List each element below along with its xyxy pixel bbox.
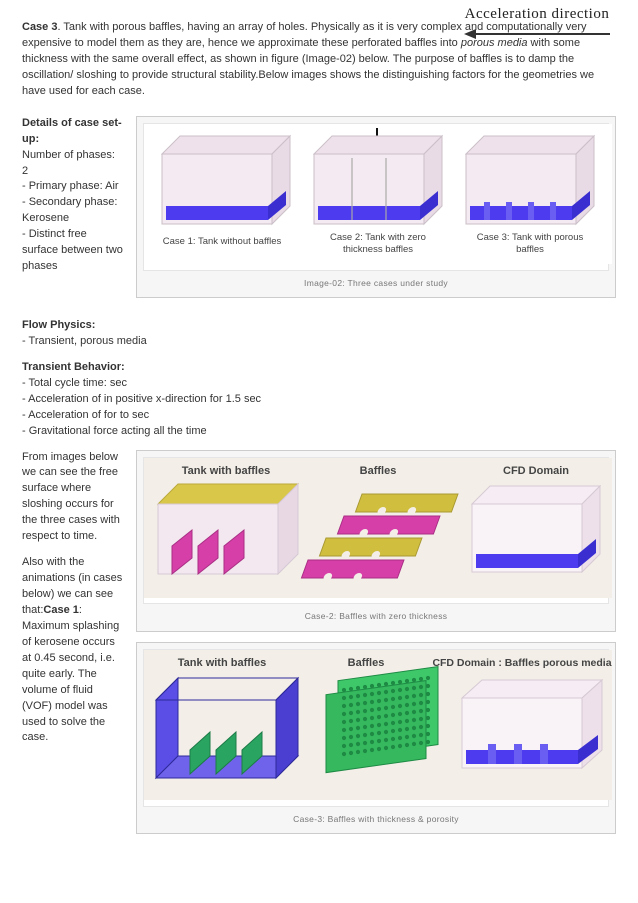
details-title: Details of case set-up: — [22, 117, 122, 145]
case3-label: Case 3 — [22, 21, 57, 33]
acceleration-direction-label: Acceleration direction — [462, 4, 612, 41]
figure-case-2-caption: Case-2: Baffles with zero thickness — [143, 604, 609, 624]
observe-p2-rest: : Maximum splashing of kerosene occurs a… — [22, 604, 119, 744]
svg-text:CFD Domain : Baffles porous me: CFD Domain : Baffles porous media — [432, 657, 611, 669]
flow-physics-block: Flow Physics: - Transient, porous media — [22, 318, 616, 350]
figure-case-3-surface: Tank with baffles Baffles CFD Domain : B… — [143, 649, 609, 807]
svg-text:Case 2: Tank with zero: Case 2: Tank with zero — [330, 232, 426, 243]
arrow-left-icon — [462, 27, 612, 41]
figure-case-3-caption: Case-3: Baffles with thickness & porosit… — [143, 807, 609, 827]
svg-text:Tank with baffles: Tank with baffles — [178, 657, 266, 669]
transient-line-1: - Acceleration of in positive x-directio… — [22, 392, 616, 408]
svg-text:CFD Domain: CFD Domain — [503, 465, 569, 477]
flow-title: Flow Physics: — [22, 319, 95, 331]
acceleration-direction-text: Acceleration direction — [465, 6, 610, 22]
figure-image-02-surface: Case 1: Tank without baffles Case 2: Tan… — [143, 123, 609, 271]
figure-case-3: Tank with baffles Baffles CFD Domain : B… — [136, 642, 616, 834]
transient-block: Transient Behavior: - Total cycle time: … — [22, 360, 616, 440]
transient-line-3: - Gravitational force acting all the tim… — [22, 424, 616, 440]
figure-image-02-caption: Image-02: Three cases under study — [143, 271, 609, 291]
figure-case-2-surface: Tank with baffles Baffles CFD Domain — [143, 457, 609, 605]
flow-line: - Transient, porous media — [22, 334, 616, 350]
svg-text:Case 1: Tank without baffles: Case 1: Tank without baffles — [163, 236, 282, 247]
figure-case-2: Tank with baffles Baffles CFD Domain — [136, 450, 616, 632]
transient-title: Transient Behavior: — [22, 361, 125, 373]
figure-image-02: Case 1: Tank without baffles Case 2: Tan… — [136, 116, 616, 298]
observe-case1-label: Case 1 — [43, 604, 78, 616]
svg-text:Case 3: Tank with porous: Case 3: Tank with porous — [477, 232, 584, 243]
svg-text:thickness baffles: thickness baffles — [343, 244, 413, 255]
svg-text:Baffles: Baffles — [360, 465, 397, 477]
transient-line-0: - Total cycle time: sec — [22, 376, 616, 392]
transient-line-2: - Acceleration of for to sec — [22, 408, 616, 424]
svg-text:baffles: baffles — [516, 244, 544, 255]
svg-text:Tank with baffles: Tank with baffles — [182, 465, 270, 477]
svg-text:Baffles: Baffles — [348, 657, 385, 669]
